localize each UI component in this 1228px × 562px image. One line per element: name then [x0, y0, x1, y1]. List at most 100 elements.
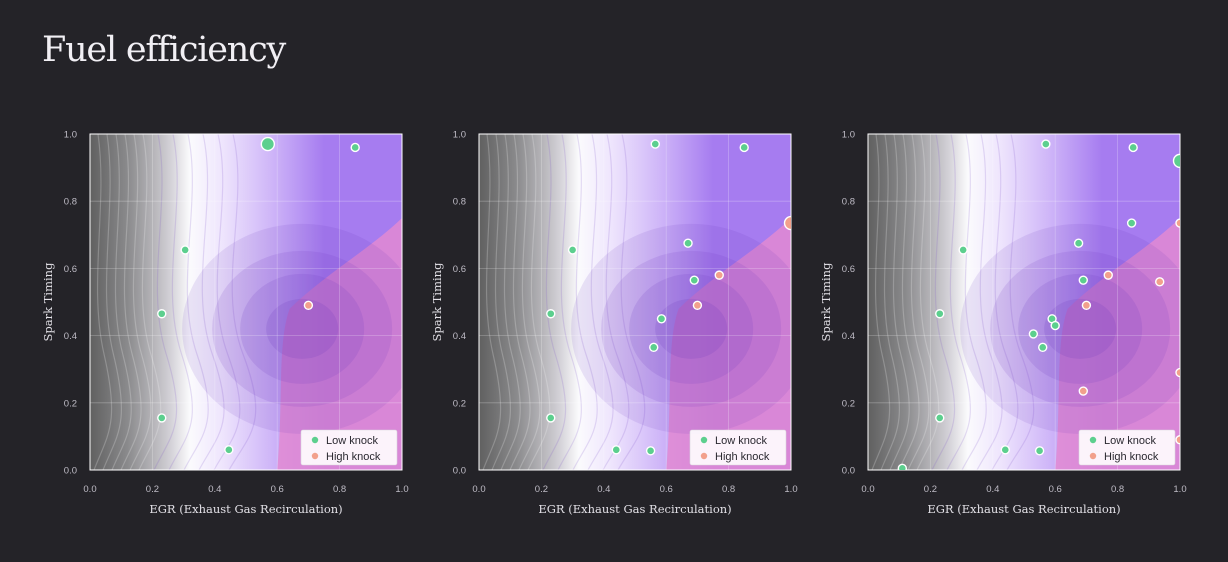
y-tick-label: 0.0	[64, 466, 77, 477]
low-knock-point[interactable]	[1128, 142, 1138, 153]
low-knock-point[interactable]	[1028, 329, 1039, 339]
high-knock-point[interactable]	[1175, 218, 1184, 228]
low-knock-point[interactable]	[546, 413, 556, 423]
contour-line	[572, 134, 598, 470]
contour-bands	[93, 134, 257, 470]
plot-frame	[89, 133, 403, 471]
y-tick-label: 0.6	[842, 264, 855, 275]
y-axis-label: Spark Timing	[430, 262, 444, 342]
data-points	[546, 139, 798, 456]
contour-ring	[655, 298, 728, 359]
low-knock-point[interactable]	[1000, 445, 1010, 455]
legend-label-low-knock: Low knock	[326, 435, 378, 447]
low-knock-point[interactable]	[350, 142, 360, 153]
contour-line	[871, 134, 891, 470]
y-tick-label: 1.0	[64, 130, 77, 141]
low-knock-point[interactable]	[1078, 275, 1088, 285]
low-knock-point[interactable]	[645, 446, 656, 456]
low-knock-point[interactable]	[1034, 446, 1045, 456]
high-knock-point[interactable]	[692, 300, 703, 311]
high-knock-point[interactable]	[1103, 270, 1113, 280]
high-knock-point[interactable]	[714, 270, 724, 280]
low-knock-point[interactable]	[567, 245, 578, 255]
low-knock-point[interactable]	[546, 309, 556, 319]
contour-line	[491, 134, 512, 470]
low-knock-point[interactable]	[739, 142, 749, 153]
contour-line	[976, 134, 1003, 470]
x-tick-label: 1.0	[1173, 484, 1186, 495]
plot-area	[479, 134, 791, 470]
low-knock-point[interactable]	[1172, 153, 1187, 169]
legend-marker-low-knock	[700, 436, 708, 444]
contour-line	[916, 134, 940, 470]
high-knock-point[interactable]	[1078, 386, 1088, 396]
plot-frame	[867, 133, 1181, 471]
low-knock-point[interactable]	[180, 245, 190, 255]
x-tick-label: 0.6	[660, 484, 673, 495]
contour-ring	[629, 273, 754, 384]
chart-panel-1: 0.0 0.2 0.4 0.6 0.8 1.0 0.0 0.2 0.4 0.6 0.8 1.0 EGR …	[41, 130, 409, 517]
low-knock-point[interactable]	[157, 309, 167, 319]
x-tick-label: 0.8	[333, 484, 346, 495]
high-knock-point[interactable]	[1175, 435, 1184, 445]
data-points	[897, 139, 1187, 472]
contour-ring	[1018, 273, 1143, 384]
low-knock-point[interactable]	[650, 139, 660, 149]
low-knock-point[interactable]	[683, 238, 693, 248]
legend-marker-low-knock	[1089, 436, 1097, 444]
x-tick-label: 1.0	[395, 484, 408, 495]
low-knock-point[interactable]	[958, 245, 968, 255]
low-knock-point[interactable]	[260, 136, 276, 152]
contour-ring	[601, 250, 782, 407]
high-knock-point[interactable]	[1155, 277, 1165, 287]
high-knock-point[interactable]	[783, 215, 798, 231]
data-points	[157, 136, 360, 455]
low-knock-point[interactable]	[689, 275, 699, 285]
x-tick-label: 0.2	[535, 484, 548, 495]
contour-line	[500, 134, 521, 470]
y-tick-label: 0.2	[842, 398, 855, 409]
chart-panel-2: 0.0 0.2 0.4 0.6 0.8 1.0 0.0 0.2 0.4 0.6 0.8 1.0 EGR …	[430, 130, 798, 517]
low-knock-point[interactable]	[656, 314, 667, 324]
y-tick-label: 0.8	[453, 197, 466, 208]
low-knock-point[interactable]	[611, 445, 621, 455]
x-tick-label: 0.2	[146, 484, 159, 495]
contour-line	[138, 134, 162, 470]
legend-marker-high-knock	[1089, 452, 1097, 460]
contour-line	[602, 134, 630, 470]
y-axis-label: Spark Timing	[41, 262, 55, 342]
low-knock-point[interactable]	[1041, 139, 1051, 149]
low-knock-point[interactable]	[1038, 342, 1048, 353]
y-tick-label: 1.0	[453, 130, 466, 141]
contour-bands	[871, 134, 1035, 470]
y-tick-label: 0.8	[842, 197, 855, 208]
high-knock-point[interactable]	[1175, 367, 1184, 378]
contour-ring	[990, 250, 1171, 407]
contour-line	[482, 134, 502, 470]
y-tick-label: 0.6	[64, 264, 77, 275]
low-knock-point[interactable]	[649, 342, 659, 353]
grid-lines	[868, 134, 1180, 470]
low-knock-point[interactable]	[935, 309, 945, 319]
x-tick-label: 0.4	[208, 484, 221, 495]
low-knock-point[interactable]	[897, 463, 908, 472]
legend-box	[689, 429, 787, 466]
low-knock-point[interactable]	[935, 413, 945, 423]
contour-line	[168, 134, 194, 470]
low-knock-point[interactable]	[224, 445, 234, 455]
legend: Low knock High knock	[300, 429, 398, 466]
low-knock-point[interactable]	[157, 413, 167, 423]
contour-line	[129, 134, 152, 470]
y-tick-label: 0.4	[64, 331, 77, 342]
contour-line	[946, 134, 972, 470]
high-knock-point[interactable]	[303, 300, 314, 311]
low-knock-point[interactable]	[1050, 320, 1060, 331]
y-tick-label: 0.8	[64, 197, 77, 208]
x-tick-label: 0.0	[472, 484, 485, 495]
low-knock-point[interactable]	[1126, 218, 1137, 228]
high-knock-point[interactable]	[1081, 300, 1092, 311]
low-knock-point[interactable]	[1073, 238, 1084, 248]
contour-ring	[240, 273, 365, 384]
y-tick-label: 0.0	[842, 466, 855, 477]
